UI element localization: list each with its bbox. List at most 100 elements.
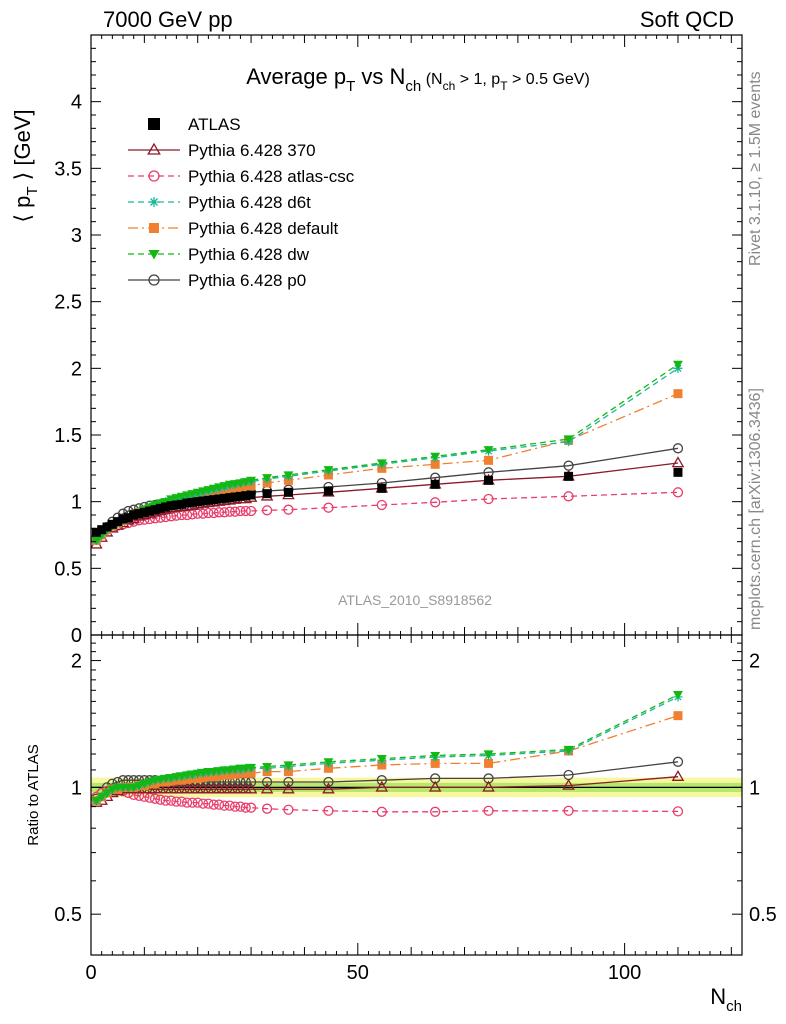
axes-frame: 0 0.5 1 1.5 2 2.5 3 3.5 4 0.5 0.5 1 1 2 2 0 50 100 <box>54 34 777 984</box>
main-point-ATLAS <box>219 493 229 503</box>
ratio-point-p0 <box>672 756 684 767</box>
main-point-ATLAS <box>139 507 149 517</box>
header-energy-label: 7000 GeV pp <box>103 7 233 32</box>
ratio-point-p0 <box>376 775 387 786</box>
ratio-point-atlas_csc <box>213 799 225 810</box>
ratio-point-atlas_csc <box>197 798 209 809</box>
ratio-y-tick-label-right: 2 <box>749 651 760 673</box>
main-point-dw <box>430 452 441 462</box>
ratio-point-atlas_csc <box>219 800 230 811</box>
main-point-ATLAS <box>430 479 440 489</box>
main-point-dw <box>376 459 387 468</box>
ratio-point-default <box>377 760 387 770</box>
legend-marker-p0 <box>148 274 160 286</box>
ratio-point-atlas_csc <box>283 804 294 815</box>
main-point-atlas_csc <box>224 506 235 517</box>
main-point-ATLAS <box>107 519 117 529</box>
ratio-point-atlas_csc <box>187 797 198 808</box>
main-line-atlas_csc <box>95 491 679 539</box>
mcplots-reference-note: mcplots.cern.ch [arXiv:1306.3436] <box>747 388 764 630</box>
ratio-y-tick-label-left: 2 <box>71 651 82 673</box>
main-point-ATLAS <box>182 498 192 508</box>
main-point-atlas_csc <box>219 507 230 518</box>
main-point-default <box>430 459 440 469</box>
legend: ATLAS Pythia 6.428 370 Pythia 6.428 atlas-… <box>128 115 355 290</box>
ratio-point-default <box>225 770 235 780</box>
main-point-ATLAS <box>134 509 144 519</box>
x-tick-label: 100 <box>608 962 641 984</box>
ratio-point-default <box>283 767 293 777</box>
ratio-point-atlas_csc <box>430 806 441 817</box>
main-point-ATLAS <box>118 514 128 524</box>
main-point-ATLAS <box>97 525 107 535</box>
main-y-tick-label: 2.5 <box>54 292 82 314</box>
legend-marker-p370 <box>147 142 161 155</box>
main-point-default <box>484 455 494 465</box>
main-y-tick-label: 1.5 <box>54 425 82 447</box>
main-y-tick-label: 0 <box>71 625 82 647</box>
main-point-atlas_csc <box>323 502 334 513</box>
ratio-point-p370 <box>282 782 295 794</box>
ratio-point-atlas_csc <box>171 796 182 807</box>
x-tick-label: 50 <box>347 962 369 984</box>
main-point-ATLAS <box>166 501 176 511</box>
main-point-atlas_csc <box>229 506 241 517</box>
header-process-label: Soft QCD <box>639 7 734 32</box>
main-point-atlas_csc <box>197 508 209 519</box>
main-panel-series <box>91 360 685 549</box>
main-point-ATLAS <box>177 499 187 509</box>
ratio-point-atlas_csc <box>149 793 161 804</box>
ratio-point-atlas_csc <box>192 797 203 808</box>
ratio-point-atlas_csc <box>160 795 171 806</box>
main-point-atlas_csc <box>672 487 684 498</box>
main-point-ATLAS <box>235 491 245 501</box>
ratio-point-atlas_csc <box>261 803 273 814</box>
legend-marker-ATLAS <box>148 118 160 130</box>
ratio-point-atlas_csc <box>245 802 257 813</box>
ratio-point-atlas_csc <box>155 794 166 805</box>
ratio-point-dw <box>376 755 387 764</box>
main-point-ATLAS <box>673 467 683 477</box>
main-point-ATLAS <box>171 500 181 510</box>
ratio-point-dw <box>91 797 102 806</box>
rivet-version-note: Rivet 3.1.10, ≥ 1.5M events <box>747 71 764 266</box>
ratio-point-atlas_csc <box>224 800 235 811</box>
ratio-point-dw <box>96 793 107 802</box>
legend-marker-default <box>149 223 159 233</box>
ratio-point-dw <box>134 781 144 791</box>
main-point-atlas_csc <box>376 499 387 511</box>
legend-label-p0: Pythia 6.428 p0 <box>188 271 306 290</box>
ratio-point-default <box>323 763 333 773</box>
main-point-atlas_csc <box>203 507 214 519</box>
main-y-tick-label: 0.5 <box>54 558 82 580</box>
analysis-label: ATLAS_2010_S8918562 <box>338 592 492 608</box>
main-y-axis-label: ⟨ pT ⟩ [GeV] <box>10 109 41 222</box>
ratio-point-dw <box>128 783 139 793</box>
ratio-point-p370 <box>244 782 258 794</box>
ratio-point-p370 <box>671 770 685 781</box>
main-point-dw <box>246 476 257 486</box>
main-y-tick-label: 3 <box>71 225 82 247</box>
ratio-point-atlas_csc <box>181 797 193 808</box>
ratio-point-dw <box>246 763 257 773</box>
main-point-ATLAS <box>241 491 251 501</box>
main-point-ATLAS <box>187 497 197 507</box>
main-point-dw <box>483 446 494 455</box>
main-point-ATLAS <box>230 492 240 502</box>
main-point-atlas_csc <box>235 505 246 517</box>
main-point-dw <box>160 498 171 507</box>
ratio-y-tick-label-right: 1 <box>749 777 760 799</box>
main-y-tick-label: 1 <box>71 492 82 514</box>
main-point-dw <box>283 471 294 480</box>
ratio-point-p370 <box>562 778 575 790</box>
ratio-point-p0 <box>323 776 334 788</box>
ratio-point-default <box>484 758 494 768</box>
main-point-ATLAS <box>377 483 387 493</box>
main-point-ATLAS <box>161 502 171 512</box>
ratio-point-p370 <box>428 780 442 792</box>
ratio-point-atlas_csc <box>235 801 246 812</box>
legend-label-p370: Pythia 6.428 370 <box>188 141 316 160</box>
main-point-atlas_csc <box>208 507 219 519</box>
main-point-ATLAS <box>123 513 133 523</box>
ratio-point-atlas_csc <box>176 796 187 807</box>
